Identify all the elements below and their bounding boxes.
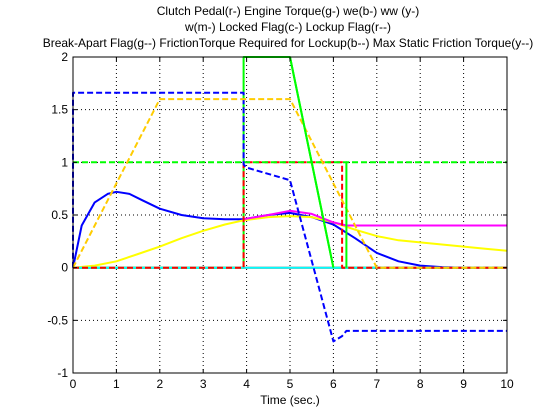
y-tick-label: 0.5 [51,208,68,222]
series-line-max-static-friction [72,98,507,269]
x-tick-label: 5 [287,377,294,391]
x-tick-label: 3 [200,377,207,391]
x-tick-label: 6 [330,377,337,391]
x-tick-label: 9 [460,377,467,391]
y-tick-label: 1 [61,155,68,169]
x-tick-labels: 0 1 2 3 4 5 6 7 8 9 10 [70,377,514,391]
x-axis-label: Time (sec.) [260,393,320,407]
x-tick-label: 7 [373,377,380,391]
series-line-w [243,209,507,227]
chart-title-line-3: Break-Apart Flag(g--) FrictionTorque Req… [43,36,534,50]
series-group [72,56,508,343]
y-tick-label: 1.5 [51,103,68,117]
x-tick-label: 2 [156,377,163,391]
chart-title-line-1: Clutch Pedal(r-) Engine Torque(g-) we(b-… [157,4,420,18]
y-tick-label: -1 [57,366,68,380]
series-line-ww [72,215,508,269]
x-tick-label: 0 [70,377,77,391]
x-tick-label: 4 [243,377,250,391]
x-tick-label: 10 [500,377,514,391]
chart-title-line-2: w(m-) Locked Flag(c-) Lockup Flag(r--) [184,20,391,34]
y-tick-label: -0.5 [47,313,68,327]
x-tick-label: 8 [417,377,424,391]
ticks [72,56,508,374]
series-line-green-ramp-down [289,56,335,268]
series-line-friction-torque-required [72,91,507,343]
y-tick-labels: -1 -0.5 0 0.5 1 1.5 2 [47,50,68,380]
y-tick-label: 0 [61,261,68,275]
chart-title: Clutch Pedal(r-) Engine Torque(g-) we(b-… [43,4,534,50]
x-tick-label: 1 [113,377,120,391]
y-tick-label: 2 [61,50,68,64]
